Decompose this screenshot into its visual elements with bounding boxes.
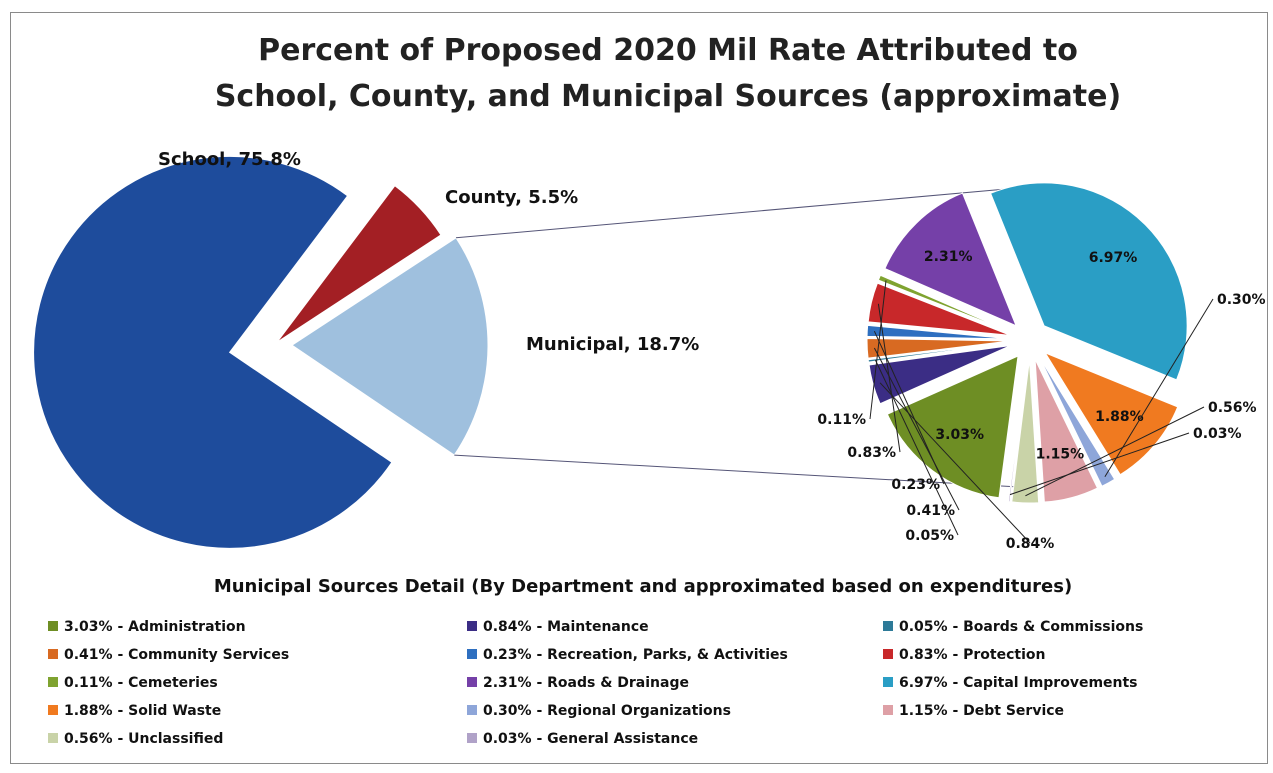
- detail-label-regional-organizations: 0.30%: [1217, 292, 1266, 308]
- legend-entry-maintenance: 0.84% - Maintenance: [483, 619, 649, 635]
- leader-line-boards-and-commissions: [874, 359, 959, 536]
- legend-swatch-regional-organizations: [467, 705, 477, 715]
- legend-entry-unclassified: 0.56% - Unclassified: [64, 731, 223, 747]
- legend-swatch-debt-service: [883, 705, 893, 715]
- detail-label-community-services: 0.41%: [906, 503, 955, 519]
- detail-label-maintenance: 0.84%: [1006, 536, 1055, 552]
- legend-swatch-cemeteries: [48, 677, 58, 687]
- detail-label-capital-improvements: 6.97%: [1089, 250, 1138, 266]
- school-slice-label: School, 75.8%: [158, 149, 301, 170]
- main-pie: [33, 155, 489, 549]
- detail-label-general-assistance: 0.03%: [1193, 426, 1242, 442]
- legend-entry-recreation-parks-and-activities: 0.23% - Recreation, Parks, & Activities: [483, 647, 788, 663]
- detail-label-solid-waste: 1.88%: [1095, 409, 1144, 425]
- detail-slice-cemeteries: [877, 274, 1012, 333]
- detail-slice-community-services: [866, 338, 1011, 359]
- detail-slice-general-assistance: [1007, 359, 1028, 503]
- connector-line-top: [455, 188, 1004, 239]
- legend-entry-debt-service: 1.15% - Debt Service: [899, 703, 1064, 719]
- detail-slice-debt-service: [1034, 359, 1099, 503]
- detail-label-cemeteries: 0.11%: [817, 412, 866, 428]
- leader-line-maintenance: [879, 382, 1031, 544]
- pie-connector-lines: [454, 188, 1036, 489]
- detail-slice-roads-and-drainage: [884, 192, 1017, 327]
- detail-label-debt-service: 1.15%: [1036, 446, 1085, 462]
- legend-swatch-boards-and-commissions: [883, 621, 893, 631]
- detail-pie: [866, 182, 1188, 504]
- legend-entry-roads-and-drainage: 2.31% - Roads & Drainage: [483, 675, 689, 691]
- legend-entry-cemeteries: 0.11% - Cemeteries: [64, 675, 218, 691]
- chart-title-line-2: School, County, and Municipal Sources (a…: [215, 79, 1121, 114]
- legend-swatch-solid-waste: [48, 705, 58, 715]
- detail-label-administration: 3.03%: [935, 427, 984, 443]
- detail-label-recreation-parks-and-activities: 0.23%: [891, 477, 940, 493]
- detail-pie-labels: 6.97% 1.88% 1.15% 3.03% 2.31% 0.30% 0.56% 0.03%…: [817, 249, 1265, 552]
- legend-swatch-roads-and-drainage: [467, 677, 477, 687]
- detail-label-boards-and-commissions: 0.05%: [905, 528, 954, 544]
- legend-swatch-protection: [883, 649, 893, 659]
- detail-slice-boards-and-commissions: [867, 342, 1011, 363]
- leader-line-cemeteries: [869, 280, 887, 420]
- county-slice-label: County, 5.5%: [445, 187, 578, 208]
- detail-slice-administration: [886, 355, 1019, 499]
- legend-swatch-community-services: [48, 649, 58, 659]
- legend-entry-solid-waste: 1.88% - Solid Waste: [64, 703, 221, 719]
- detail-legend-title: Municipal Sources Detail (By Department …: [214, 576, 1072, 597]
- legend-entry-capital-improvements: 6.97% - Capital Improvements: [899, 675, 1138, 691]
- legend-swatch-recreation-parks-and-activities: [467, 649, 477, 659]
- legend-entry-administration: 3.03% - Administration: [64, 619, 246, 635]
- legend-swatch-administration: [48, 621, 58, 631]
- detail-slice-maintenance: [868, 344, 1011, 405]
- municipal-slice-label: Municipal, 18.7%: [526, 334, 699, 355]
- main-slice-school: [33, 155, 393, 549]
- legend-entry-community-services: 0.41% - Community Services: [64, 647, 289, 663]
- detail-slice-unclassified: [1011, 359, 1040, 504]
- detail-legend: 3.03% - Administration 0.84% - Maintenanc…: [48, 619, 1143, 747]
- detail-slice-capital-improvements: [989, 182, 1188, 381]
- chart-title-line-1: Percent of Proposed 2020 Mil Rate Attrib…: [258, 33, 1078, 68]
- legend-entry-general-assistance: 0.03% - General Assistance: [483, 731, 698, 747]
- legend-swatch-capital-improvements: [883, 677, 893, 687]
- detail-label-unclassified: 0.56%: [1208, 400, 1257, 416]
- detail-slice-protection: [867, 282, 1011, 336]
- main-slice-county: [276, 185, 442, 343]
- legend-entry-regional-organizations: 0.30% - Regional Organizations: [483, 703, 731, 719]
- chart-frame: [10, 12, 1268, 764]
- main-slice-municipal: [291, 237, 489, 456]
- leader-line-unclassified: [1025, 406, 1205, 497]
- detail-slice-recreation-parks-and-activities: [866, 324, 1011, 340]
- detail-slice-regional-organizations: [1039, 357, 1116, 487]
- legend-entry-boards-and-commissions: 0.05% - Boards & Commissions: [899, 619, 1143, 635]
- detail-label-roads-and-drainage: 2.31%: [924, 249, 973, 265]
- legend-swatch-unclassified: [48, 733, 58, 743]
- leader-line-general-assistance: [1009, 432, 1190, 496]
- legend-swatch-maintenance: [467, 621, 477, 631]
- detail-label-protection: 0.83%: [847, 445, 896, 461]
- legend-swatch-general-assistance: [467, 733, 477, 743]
- connector-line-bottom: [454, 454, 1036, 489]
- legend-entry-protection: 0.83% - Protection: [899, 647, 1045, 663]
- leader-line-protection: [877, 303, 901, 453]
